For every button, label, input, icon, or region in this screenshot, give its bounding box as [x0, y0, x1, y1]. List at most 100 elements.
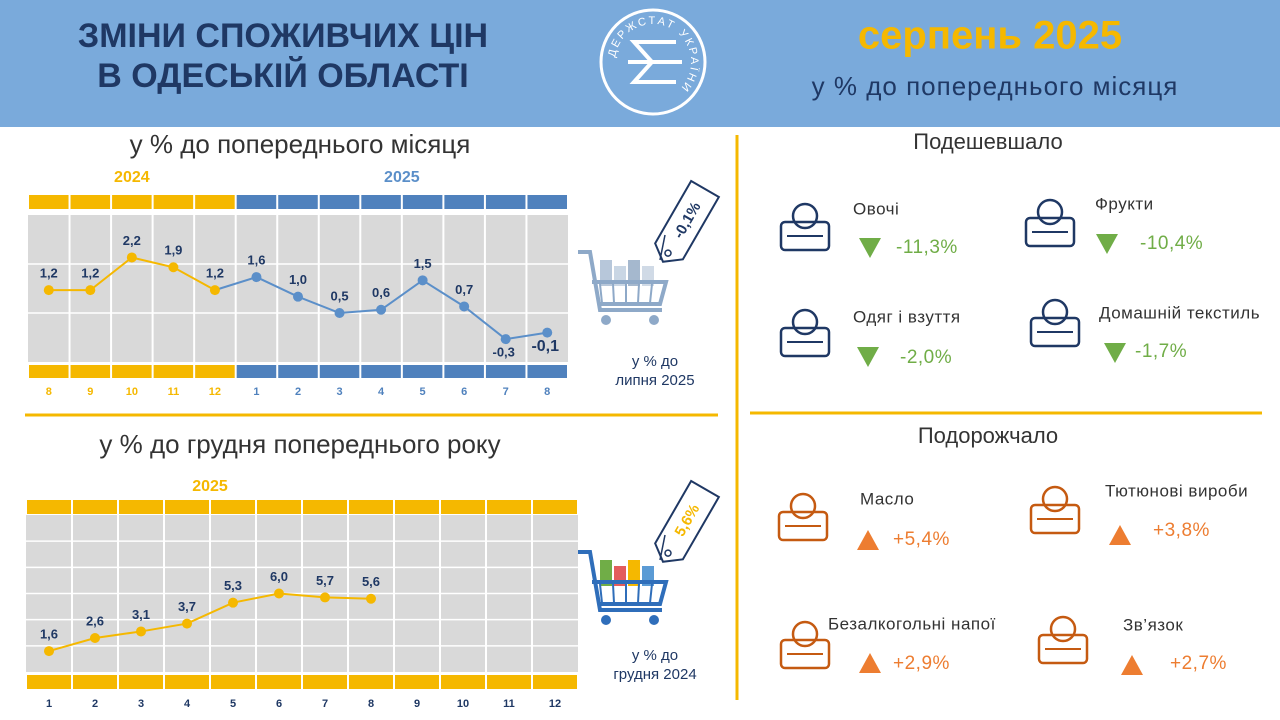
period: серпень 2025 [858, 14, 1122, 58]
item-change: +2,9% [893, 653, 950, 674]
x-tick-label: 12 [209, 386, 221, 398]
category-icon [1029, 485, 1081, 535]
chart-title: у % до грудня попереднього року [99, 429, 500, 459]
data-point [334, 308, 345, 318]
cart-grid [637, 283, 640, 304]
item-name: Одяг і взуття [853, 307, 961, 326]
x-tick-label: 7 [503, 386, 509, 398]
cart-wheel [649, 315, 659, 325]
item-name: Масло [860, 489, 914, 508]
icon-shape [791, 202, 819, 230]
data-point [90, 632, 100, 643]
year-bar [402, 195, 443, 209]
section-heading: Подешевшало [913, 129, 1062, 154]
year-bar [165, 500, 209, 514]
year-bar [527, 195, 567, 209]
data-label: 6,0 [270, 569, 288, 584]
x-tick-label: 3 [336, 386, 342, 398]
chart-title: у % до попереднього місяця [130, 129, 471, 159]
section-heading: Подорожчало [918, 423, 1058, 448]
category-icon [777, 492, 829, 542]
x-tick-label: 4 [378, 386, 385, 398]
item-name: Овочі [853, 199, 899, 218]
icon-shape [779, 638, 831, 670]
callout-caption: у % до [632, 353, 678, 370]
item-name: Тютюнові вироби [1105, 481, 1248, 500]
month-bar [533, 675, 577, 689]
icon-shape [1037, 633, 1089, 665]
year-bar [119, 500, 163, 514]
price-tag-hole [664, 249, 672, 257]
year-bar [211, 500, 255, 514]
up-arrow [859, 653, 881, 673]
icon-shape [1041, 485, 1069, 513]
data-point [542, 327, 553, 338]
data-label: 1,6 [40, 627, 58, 642]
down-arrow [1104, 343, 1126, 363]
icon-shape [1024, 216, 1076, 248]
data-point [376, 304, 387, 315]
year-bar [73, 500, 117, 514]
category-icon [779, 308, 831, 358]
data-label: 2,6 [86, 613, 104, 628]
x-tick-label: 5 [230, 698, 236, 710]
year-bar [153, 195, 194, 209]
x-tick-label: 10 [457, 698, 469, 710]
x-tick-label: 4 [184, 698, 191, 710]
icon-shape [1049, 615, 1077, 643]
data-point [43, 285, 54, 296]
data-point [293, 291, 303, 302]
data-label: 1,2 [81, 266, 99, 281]
cart-grid [649, 583, 653, 604]
item-change: +2,7% [1170, 653, 1227, 674]
month-bar [211, 675, 255, 689]
price-tag-string [659, 534, 666, 561]
item-name: Безалкогольні напої [828, 614, 996, 633]
up-arrow [1121, 655, 1143, 675]
data-label: 1,9 [164, 243, 182, 258]
item-name: Фрукти [1095, 194, 1154, 213]
x-tick-label: 11 [503, 698, 515, 710]
x-tick-label: 9 [87, 386, 93, 398]
year-bar [303, 500, 347, 514]
cart-goods [600, 260, 612, 286]
data-label: 3,1 [132, 607, 150, 622]
item-change: -2,0% [900, 347, 952, 368]
down-arrow [859, 238, 881, 258]
cart-body [578, 550, 669, 612]
data-point [136, 626, 146, 637]
cart-grid [649, 283, 653, 304]
icon-shape [789, 492, 817, 520]
up-arrow [857, 530, 879, 550]
data-label: 1,5 [414, 256, 432, 271]
month-bar [278, 365, 318, 378]
data-label: -0,3 [492, 345, 514, 360]
year-label: 2025 [384, 169, 420, 186]
x-tick-label: 6 [461, 386, 467, 398]
data-label: 2,2 [123, 233, 141, 248]
data-point [459, 301, 470, 312]
price-tag-shape [654, 479, 721, 563]
year-bar [278, 195, 318, 209]
header-title: В ОДЕСЬКІЙ ОБЛАСТІ [97, 56, 469, 95]
month-bar [73, 675, 117, 689]
year-bar [70, 195, 111, 209]
data-label: 0,7 [455, 282, 473, 297]
month-bar [319, 365, 360, 378]
data-label: 5,7 [316, 573, 334, 588]
month-bar [153, 365, 194, 378]
data-point [209, 285, 220, 296]
month-bar [402, 365, 443, 378]
icon-shape [777, 510, 829, 542]
header-title: ЗМІНИ СПОЖИВЧИХ ЦІН [78, 17, 488, 55]
data-point [85, 285, 96, 296]
month-bar [527, 365, 567, 378]
logo-ring [599, 8, 707, 116]
x-tick-label: 6 [276, 698, 282, 710]
month-bar [395, 675, 439, 689]
price-tag-string [659, 234, 666, 261]
icon-shape [791, 308, 819, 336]
category-icon [1037, 615, 1089, 665]
x-tick-label: 11 [168, 386, 180, 398]
cart-goods [628, 260, 640, 286]
